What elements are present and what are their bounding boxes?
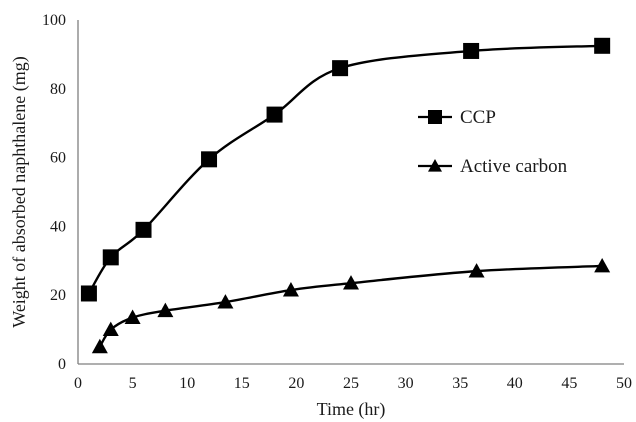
x-tick-label: 50: [616, 375, 632, 392]
y-tick-label: 20: [50, 287, 66, 304]
data-point-square: [135, 221, 152, 238]
x-tick-label: 20: [288, 375, 304, 392]
data-point-triangle: [124, 309, 141, 324]
x-tick-label: 35: [452, 375, 468, 392]
y-tick-labels: 0 20 40 60 80 100: [42, 12, 66, 373]
x-tick-label: 10: [179, 375, 195, 392]
series-layer: [80, 37, 611, 354]
x-tick-labels: 0 5 10 15 20 25 30 35 40 45 50: [74, 375, 632, 392]
series-active-carbon: [91, 257, 611, 354]
data-point-triangle: [91, 338, 108, 354]
data-point-square: [102, 249, 119, 266]
legend-item-ccp: CCP: [418, 107, 496, 128]
data-point-square: [266, 106, 283, 123]
data-point-square: [332, 60, 349, 77]
data-point-square: [80, 285, 97, 302]
series-ccp: [80, 37, 611, 302]
x-tick-label: 15: [234, 375, 250, 392]
x-axis-title: Time (hr): [317, 399, 386, 420]
legend-square-marker-icon: [428, 110, 442, 124]
legend-item-active-carbon: Active carbon: [418, 156, 568, 177]
x-tick-label: 0: [74, 375, 82, 392]
data-point-square: [201, 151, 218, 168]
x-tick-label: 40: [507, 375, 523, 392]
x-tick-label: 25: [343, 375, 359, 392]
axes: [77, 20, 624, 365]
data-point-triangle: [468, 263, 485, 278]
y-tick-label: 40: [50, 218, 66, 235]
data-point-square: [463, 42, 480, 59]
data-point-square: [594, 37, 611, 54]
data-point-triangle: [157, 302, 174, 318]
legend: CCP Active carbon: [418, 107, 568, 177]
x-tick-label: 30: [398, 375, 414, 392]
y-axis-title: Weight of absorbed naphthalene (mg): [9, 56, 30, 327]
data-point-triangle: [217, 294, 234, 309]
y-tick-label: 0: [58, 356, 66, 373]
y-tick-label: 100: [42, 12, 66, 29]
data-point-triangle: [343, 275, 359, 290]
y-tick-label: 80: [50, 81, 66, 98]
x-tick-label: 45: [561, 375, 577, 392]
data-point-triangle: [282, 282, 299, 297]
legend-triangle-marker-icon: [428, 159, 442, 172]
x-tick-label: 5: [129, 375, 137, 392]
y-tick-label: 60: [50, 150, 66, 167]
data-point-triangle: [594, 257, 611, 273]
legend-label-ccp: CCP: [460, 107, 496, 128]
legend-label-active-carbon: Active carbon: [460, 156, 568, 177]
data-point-triangle: [102, 321, 119, 336]
